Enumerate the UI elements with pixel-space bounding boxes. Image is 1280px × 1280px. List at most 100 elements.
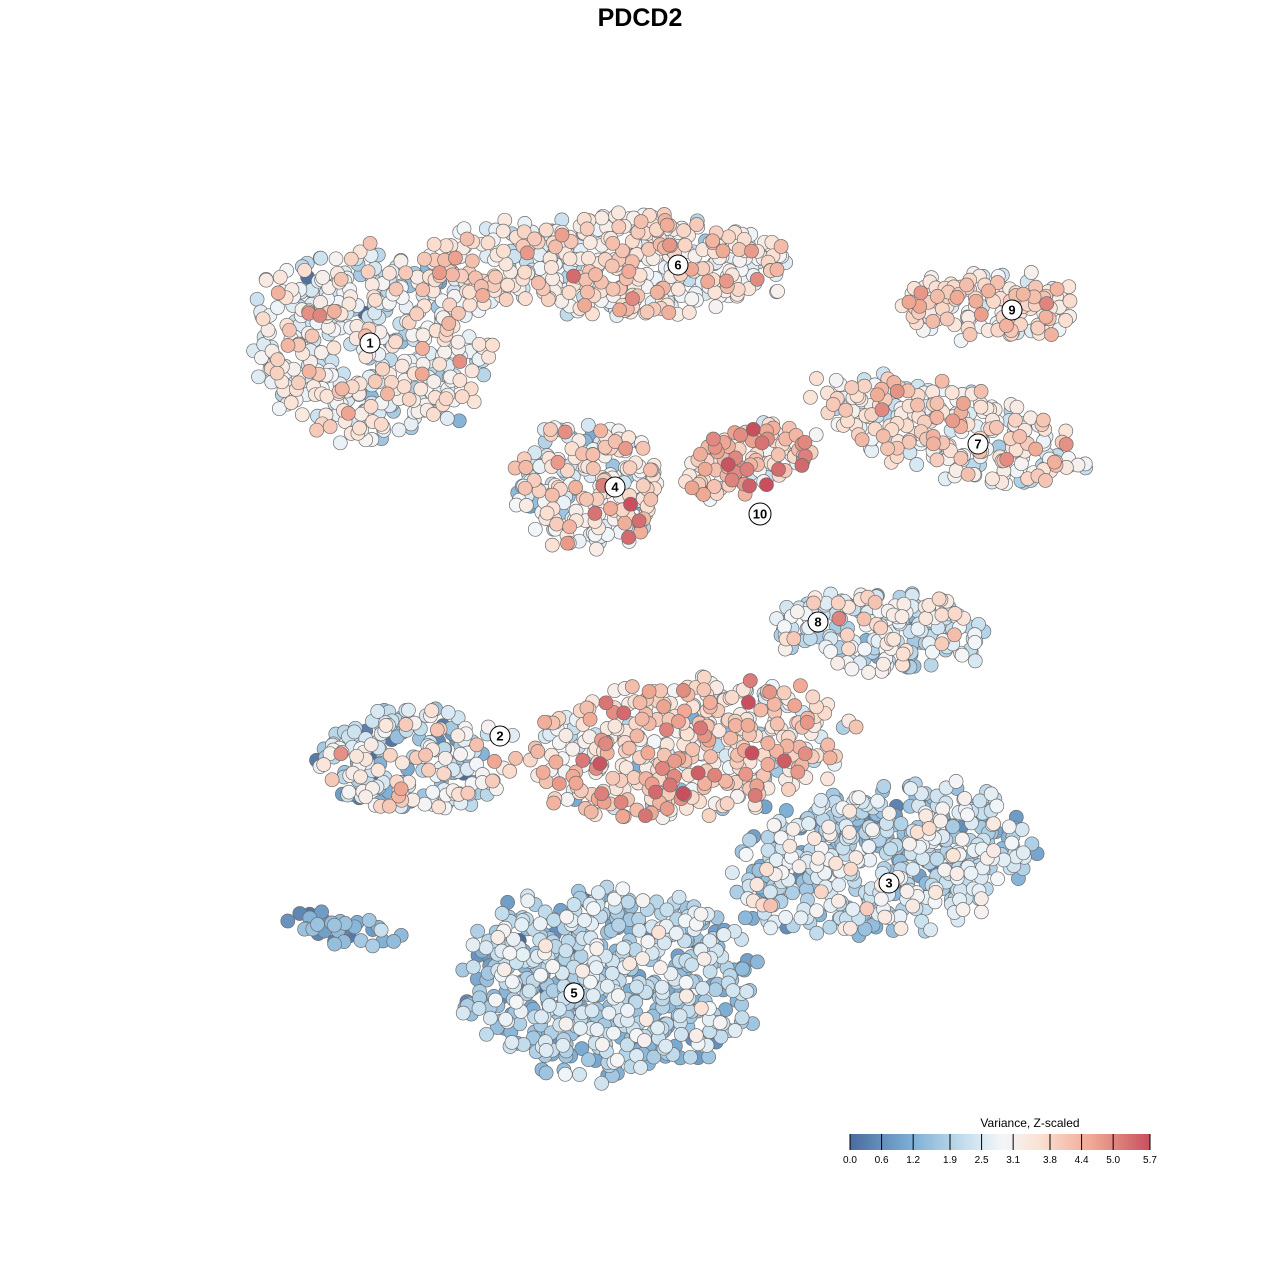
- scatter-point: [638, 808, 653, 824]
- scatter-point: [769, 262, 785, 278]
- scatter-point: [1009, 399, 1025, 415]
- scatter-point: [681, 305, 697, 320]
- scatter-point: [269, 365, 285, 381]
- scatter-point: [822, 919, 838, 935]
- scatter-point: [762, 884, 778, 900]
- scatter-point: [316, 757, 332, 772]
- scatter-point: [667, 753, 683, 769]
- scatter-point: [985, 471, 1000, 487]
- cluster-labels-layer: 1 6 9 7 4 10 8 2 3 5: [359, 254, 1023, 1004]
- scatter-point: [671, 889, 687, 905]
- scatter-point: [471, 336, 487, 352]
- scatter-point: [1038, 309, 1054, 325]
- scatter-point: [291, 375, 306, 391]
- scatter-point: [939, 311, 955, 327]
- scatter-point: [671, 714, 686, 729]
- scatter-point: [527, 231, 542, 247]
- scatter-point: [415, 327, 431, 343]
- scatter-point: [643, 462, 658, 478]
- scatter-point: [708, 299, 724, 315]
- cluster-label-circle: [489, 725, 511, 747]
- scatter-point: [831, 611, 847, 626]
- scatter-point: [763, 920, 778, 936]
- scatter-point: [842, 803, 858, 819]
- scatter-point: [668, 925, 684, 941]
- scatter-point: [450, 728, 466, 744]
- scatter-point: [586, 901, 601, 917]
- scatter-point: [742, 832, 757, 848]
- scatter-point: [896, 596, 912, 612]
- scatter-point: [585, 447, 601, 462]
- scatter-point: [508, 750, 523, 766]
- cluster-label-9: 9: [1001, 299, 1023, 321]
- scatter-point: [651, 924, 667, 940]
- scatter-point: [861, 839, 877, 854]
- scatter-point: [454, 389, 470, 404]
- scatter-point: [375, 361, 390, 377]
- scatter-point: [870, 387, 885, 403]
- scatter-point: [1038, 473, 1053, 488]
- scatter-point: [592, 756, 608, 771]
- scatter-point: [595, 1037, 610, 1052]
- scatter-point: [478, 940, 494, 956]
- scatter-point: [538, 1065, 554, 1081]
- scatter-point: [676, 683, 691, 698]
- scatter-point: [762, 684, 778, 700]
- scatter-point: [1047, 454, 1062, 470]
- scatter-point: [831, 893, 846, 909]
- scatter-point: [749, 271, 765, 287]
- scatter-point: [517, 264, 533, 280]
- scatter-point: [973, 399, 989, 415]
- scatter-point: [787, 698, 803, 713]
- scatter-point: [425, 784, 441, 800]
- scatter-point: [568, 775, 584, 791]
- scatter-point: [518, 460, 534, 475]
- scatter-point: [554, 227, 570, 243]
- scatter-point: [485, 773, 500, 789]
- scatter-point: [401, 391, 417, 407]
- scatter-point: [282, 322, 297, 338]
- scatter-point: [639, 304, 655, 320]
- scatter-point: [445, 267, 460, 283]
- scatter-point: [346, 724, 362, 740]
- cluster-label-4: 4: [604, 476, 626, 498]
- scatter-point: [778, 910, 793, 925]
- scatter-point: [382, 265, 397, 281]
- scatter-point: [304, 328, 320, 344]
- scatter-point: [550, 455, 566, 470]
- scatter-point: [537, 714, 552, 730]
- scatter-point: [629, 979, 645, 995]
- scatter-point: [782, 838, 798, 854]
- scatter-point: [322, 419, 338, 435]
- scatter-point: [1030, 320, 1046, 336]
- scatter-point: [494, 906, 510, 921]
- scatter-point: [931, 591, 947, 607]
- scatter-point: [677, 237, 693, 253]
- scatter-point: [861, 665, 876, 680]
- scatter-point: [360, 264, 376, 280]
- scatter-point: [579, 221, 595, 237]
- cluster-label-circle: [807, 611, 829, 633]
- scatter-point: [310, 917, 325, 932]
- scatter-point: [721, 229, 736, 245]
- scatter-point: [999, 451, 1015, 467]
- scatter-point: [557, 424, 573, 440]
- scatter-point: [903, 781, 919, 796]
- scatter-point: [880, 441, 895, 456]
- scatter-point: [272, 269, 288, 285]
- scatter-point: [905, 861, 921, 877]
- scatter-point: [391, 422, 407, 438]
- legend-tick-label: 0.6: [875, 1155, 889, 1166]
- scatter-point: [945, 413, 961, 429]
- scatter-point: [301, 364, 317, 379]
- scatter-point: [990, 871, 1005, 887]
- scatter-point: [455, 1005, 471, 1021]
- scatter-point: [561, 285, 577, 300]
- scatter-point: [705, 233, 721, 249]
- scatter-point: [566, 268, 581, 284]
- scatter-point: [615, 243, 630, 259]
- scatter-point: [702, 964, 718, 979]
- scatter-point: [573, 1020, 588, 1036]
- scatter-point: [502, 763, 518, 779]
- cluster-label-circle: [1001, 299, 1023, 321]
